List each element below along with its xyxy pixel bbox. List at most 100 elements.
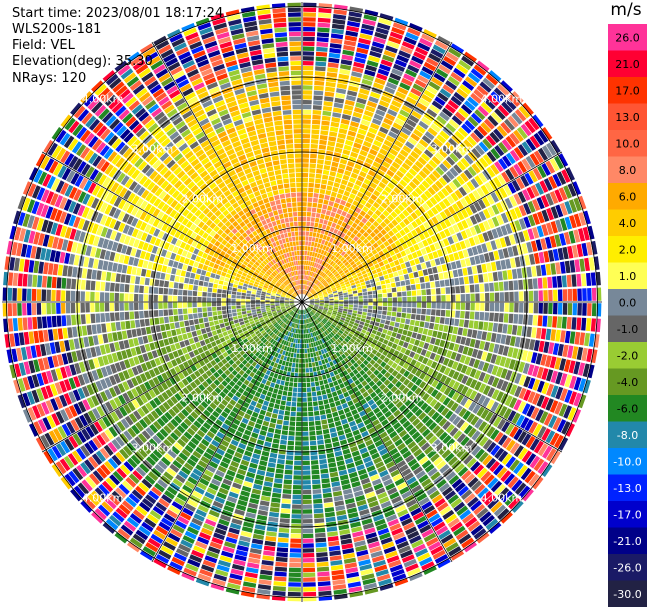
velocity-gate [505, 335, 512, 346]
velocity-gate [384, 398, 392, 406]
velocity-gate [473, 359, 481, 369]
velocity-gate [188, 402, 197, 410]
velocity-gate [356, 316, 361, 321]
velocity-gate [315, 330, 319, 336]
velocity-gate [303, 289, 305, 295]
velocity-gate [480, 101, 493, 114]
velocity-gate [346, 502, 356, 509]
velocity-gate [423, 374, 431, 383]
velocity-gate [373, 325, 379, 331]
velocity-gate [332, 342, 338, 348]
velocity-gate [325, 336, 330, 341]
velocity-gate [333, 335, 339, 340]
velocity-gate [427, 408, 436, 418]
velocity-gate [226, 582, 241, 590]
velocity-gate [204, 397, 212, 405]
velocity-gate [350, 239, 356, 246]
velocity-gate [292, 312, 295, 317]
velocity-gate [213, 379, 221, 386]
velocity-gate [216, 431, 225, 439]
velocity-gate [319, 299, 324, 301]
velocity-gate [373, 273, 379, 279]
velocity-gate [163, 439, 173, 448]
velocity-gate [507, 476, 519, 489]
velocity-gate [337, 378, 343, 385]
velocity-gate [349, 193, 356, 200]
velocity-gate [521, 350, 528, 361]
velocity-gate [291, 317, 294, 322]
velocity-gate [289, 337, 293, 342]
velocity-gate [284, 312, 289, 316]
velocity-gate [81, 479, 93, 492]
velocity-gate [310, 246, 314, 252]
velocity-gate [294, 308, 298, 312]
velocity-gate [361, 145, 370, 153]
velocity-gate [330, 476, 340, 483]
velocity-gate [211, 456, 221, 465]
velocity-gate [157, 394, 166, 403]
velocity-gate [316, 232, 320, 238]
velocity-gate [382, 210, 390, 217]
velocity-gate [313, 257, 317, 262]
velocity-gate [205, 377, 213, 385]
velocity-gate [98, 484, 110, 496]
velocity-gate [370, 194, 378, 201]
velocity-gate [340, 264, 346, 270]
velocity-gate [208, 336, 215, 343]
velocity-gate [302, 245, 305, 251]
velocity-gate [353, 413, 361, 420]
velocity-gate [362, 522, 375, 530]
velocity-gate [311, 262, 315, 267]
velocity-gate [328, 309, 333, 312]
velocity-gate [221, 423, 230, 431]
velocity-gate [492, 416, 502, 428]
velocity-gate [366, 60, 379, 68]
velocity-gate [276, 463, 285, 469]
velocity-gate [439, 505, 452, 516]
velocity-gate [200, 401, 209, 409]
velocity-gate [450, 261, 457, 270]
velocity-gate [377, 491, 388, 500]
velocity-gate [387, 182, 395, 190]
velocity-gate [331, 161, 339, 168]
velocity-gate [289, 310, 293, 315]
velocity-gate [315, 61, 327, 67]
velocity-gate [230, 439, 239, 447]
velocity-gate [511, 91, 524, 104]
velocity-gate [317, 439, 324, 445]
velocity-gate [462, 410, 471, 421]
velocity-gate [439, 339, 446, 348]
velocity-gate [302, 309, 304, 315]
velocity-gate [508, 234, 516, 245]
velocity-gate [323, 292, 328, 295]
velocity-gate [439, 317, 445, 324]
velocity-gate [470, 302, 475, 311]
velocity-gate [543, 250, 550, 263]
velocity-gate [501, 490, 513, 503]
velocity-gate [535, 353, 543, 365]
velocity-gate [334, 302, 339, 304]
velocity-gate [476, 85, 489, 97]
velocity-gate [288, 572, 301, 578]
velocity-gate [365, 532, 377, 540]
velocity-gate [363, 302, 368, 306]
velocity-gate [473, 504, 486, 516]
velocity-gate [546, 383, 554, 397]
velocity-gate [390, 385, 398, 393]
velocity-gate [253, 343, 259, 349]
velocity-gate [305, 285, 308, 290]
velocity-gate [516, 464, 528, 478]
velocity-gate [228, 491, 239, 499]
velocity-gate [257, 465, 267, 471]
velocity-gate [571, 244, 579, 258]
velocity-gate [349, 420, 356, 427]
velocity-gate [95, 450, 106, 463]
velocity-gate [288, 386, 293, 392]
velocity-gate [561, 275, 567, 288]
velocity-gate [439, 384, 448, 393]
velocity-gate [173, 383, 181, 392]
velocity-gate [457, 268, 463, 277]
velocity-gate [309, 276, 312, 281]
velocity-gate [418, 456, 429, 465]
